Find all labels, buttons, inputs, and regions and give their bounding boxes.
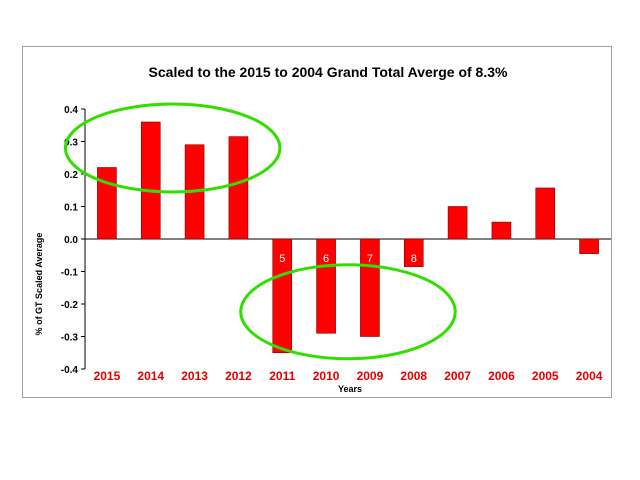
bar-2011 [272, 238, 293, 354]
bar-inner-label: 8 [411, 253, 417, 265]
x-tick-label: 2009 [357, 369, 384, 383]
highlight-ellipse-2 [239, 263, 457, 361]
x-tick-label: 2006 [488, 369, 515, 383]
x-axis-label: Years [338, 384, 362, 394]
bar-inner-label: 5 [279, 253, 285, 265]
bar-inner-label: 6 [323, 253, 329, 265]
x-tick-label: 2004 [576, 369, 603, 383]
y-axis-label: % of GT Scaled Average [34, 233, 44, 336]
chart-title: Scaled to the 2015 to 2004 Grand Total A… [149, 64, 508, 80]
bar-2006 [491, 221, 512, 240]
bar-2009 [360, 238, 380, 337]
bar-2014 [140, 121, 161, 240]
bar-2005 [535, 187, 556, 240]
x-tick-label: 2007 [444, 369, 471, 383]
x-tick-label: 2015 [94, 369, 121, 383]
x-axis: 2015 2014 2013 2012 2011 2010 2009 2008 2007 2006… [94, 369, 603, 383]
y-tick-label: 0.0 [64, 235, 78, 246]
y-tick-label: 0.2 [64, 170, 78, 181]
highlight-ellipse-1 [63, 102, 282, 194]
bar-2008 [403, 238, 424, 267]
y-tick-label: -0.3 [61, 333, 79, 344]
bar-2010 [316, 238, 336, 334]
bar-2007 [447, 206, 468, 240]
chart-frame: Scaled to the 2015 to 2004 Grand Total A… [22, 46, 612, 398]
x-tick-label: 2010 [313, 369, 340, 383]
y-tick-label: 0.4 [64, 105, 78, 116]
bar-2012 [228, 136, 249, 240]
y-tick-label: -0.1 [61, 268, 79, 279]
x-tick-label: 2011 [269, 369, 295, 383]
y-tick-label: 0.1 [64, 203, 78, 214]
annotation-layer [63, 102, 457, 361]
bar-chart: Scaled to the 2015 to 2004 Grand Total A… [34, 64, 611, 394]
y-tick-label: -0.2 [61, 300, 79, 311]
y-tick-label: 0.3 [64, 138, 78, 149]
bar-2015 [97, 167, 117, 240]
x-tick-label: 2008 [400, 369, 427, 383]
y-tick-label: -0.4 [61, 365, 79, 376]
x-tick-label: 2013 [181, 369, 208, 383]
bar-2004 [579, 238, 599, 254]
bar-inner-label: 7 [367, 253, 373, 265]
x-tick-label: 2014 [137, 369, 164, 383]
y-axis: -0.4 -0.3 -0.2 -0.1 0.0 0.1 0.2 0.3 0.4 [61, 105, 611, 376]
bar-inner-label: 10 [583, 253, 595, 265]
x-tick-label: 2012 [225, 369, 252, 383]
bar-series: 5 6 7 8 10 [97, 121, 599, 354]
x-tick-label: 2005 [532, 369, 559, 383]
